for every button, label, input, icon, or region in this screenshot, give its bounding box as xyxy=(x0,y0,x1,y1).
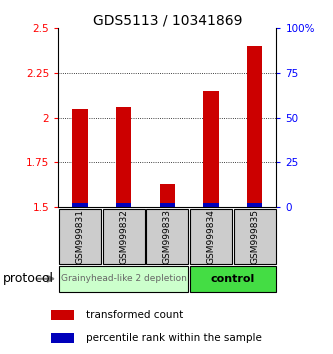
Bar xyxy=(247,46,262,207)
Text: Grainyhead-like 2 depletion: Grainyhead-like 2 depletion xyxy=(61,274,187,283)
Title: GDS5113 / 10341869: GDS5113 / 10341869 xyxy=(93,13,242,27)
Bar xyxy=(203,203,218,207)
Bar xyxy=(160,184,175,207)
Bar xyxy=(73,203,88,207)
FancyBboxPatch shape xyxy=(190,266,275,292)
Bar xyxy=(116,203,131,207)
Text: protocol: protocol xyxy=(3,272,54,285)
Bar xyxy=(247,203,262,207)
FancyBboxPatch shape xyxy=(59,266,188,292)
FancyBboxPatch shape xyxy=(147,209,188,264)
Bar xyxy=(116,107,131,207)
Text: transformed count: transformed count xyxy=(86,310,183,320)
Text: GSM999835: GSM999835 xyxy=(250,209,259,264)
Text: GSM999833: GSM999833 xyxy=(163,209,172,264)
Text: control: control xyxy=(211,274,255,284)
Bar xyxy=(51,333,74,343)
Bar xyxy=(73,109,88,207)
Text: GSM999834: GSM999834 xyxy=(206,209,215,264)
Text: percentile rank within the sample: percentile rank within the sample xyxy=(86,333,262,343)
FancyBboxPatch shape xyxy=(103,209,145,264)
FancyBboxPatch shape xyxy=(190,209,232,264)
Text: GSM999831: GSM999831 xyxy=(76,209,85,264)
Text: GSM999832: GSM999832 xyxy=(119,209,128,264)
FancyBboxPatch shape xyxy=(234,209,275,264)
Bar xyxy=(160,203,175,207)
Bar xyxy=(51,310,74,320)
Bar xyxy=(203,91,218,207)
FancyBboxPatch shape xyxy=(59,209,101,264)
